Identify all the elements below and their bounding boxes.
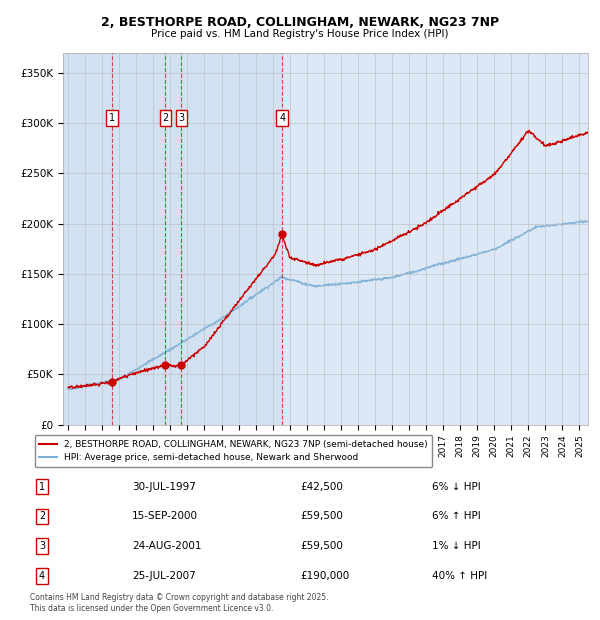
Text: Contains HM Land Registry data © Crown copyright and database right 2025.
This d: Contains HM Land Registry data © Crown c…	[30, 593, 329, 613]
Text: 1: 1	[109, 113, 115, 123]
Text: 1% ↓ HPI: 1% ↓ HPI	[432, 541, 481, 551]
Text: 3: 3	[39, 541, 45, 551]
Legend: 2, BESTHORPE ROAD, COLLINGHAM, NEWARK, NG23 7NP (semi-detached house), HPI: Aver: 2, BESTHORPE ROAD, COLLINGHAM, NEWARK, N…	[35, 435, 433, 467]
Text: 4: 4	[39, 571, 45, 581]
Bar	[166, 53, 181, 425]
Text: 3: 3	[178, 113, 185, 123]
Text: 2: 2	[39, 512, 45, 521]
Point	[277, 229, 287, 239]
Text: 25-JUL-2007: 25-JUL-2007	[132, 571, 196, 581]
Text: 30-JUL-1997: 30-JUL-1997	[132, 482, 196, 492]
Point	[161, 360, 170, 370]
Text: Price paid vs. HM Land Registry's House Price Index (HPI): Price paid vs. HM Land Registry's House …	[151, 29, 449, 39]
Text: 4: 4	[279, 113, 285, 123]
Point	[176, 360, 186, 370]
Point	[107, 377, 117, 387]
Text: £190,000: £190,000	[300, 571, 349, 581]
Text: 6% ↑ HPI: 6% ↑ HPI	[432, 512, 481, 521]
Text: 1: 1	[39, 482, 45, 492]
Text: 40% ↑ HPI: 40% ↑ HPI	[432, 571, 487, 581]
Text: £42,500: £42,500	[300, 482, 343, 492]
Text: £59,500: £59,500	[300, 541, 343, 551]
Text: 24-AUG-2001: 24-AUG-2001	[132, 541, 202, 551]
Bar	[112, 53, 166, 425]
Bar	[63, 53, 112, 425]
Text: 2, BESTHORPE ROAD, COLLINGHAM, NEWARK, NG23 7NP: 2, BESTHORPE ROAD, COLLINGHAM, NEWARK, N…	[101, 16, 499, 29]
Text: 2: 2	[163, 113, 169, 123]
Bar	[181, 53, 282, 425]
Text: 15-SEP-2000: 15-SEP-2000	[132, 512, 198, 521]
Text: £59,500: £59,500	[300, 512, 343, 521]
Text: 6% ↓ HPI: 6% ↓ HPI	[432, 482, 481, 492]
